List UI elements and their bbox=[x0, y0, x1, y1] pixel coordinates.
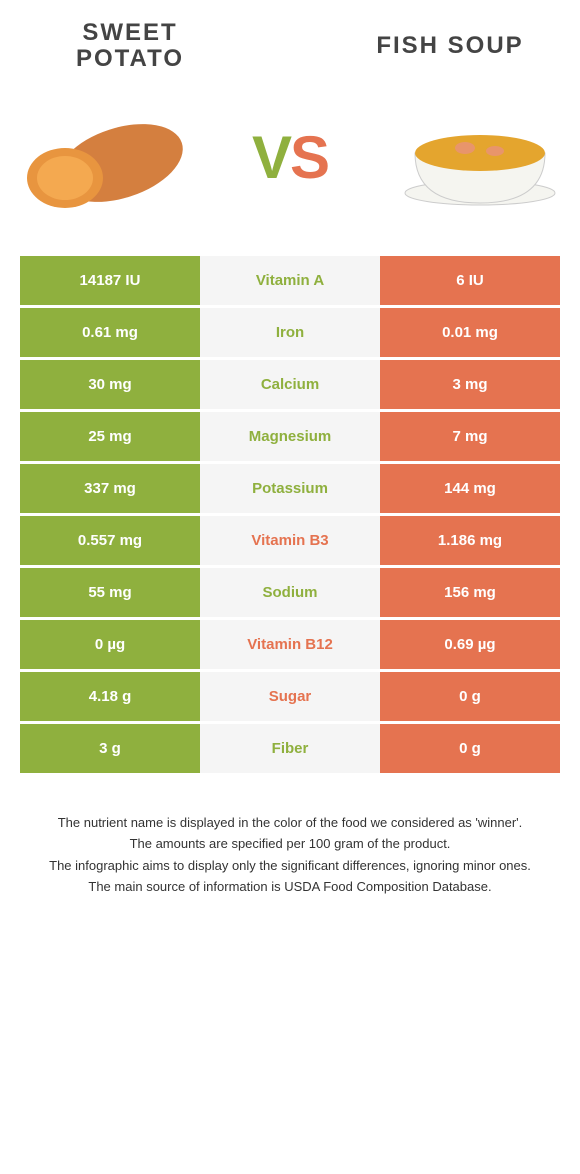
value-right: 156 mg bbox=[380, 565, 560, 617]
table-row: 3 gFiber0 g bbox=[20, 721, 560, 773]
hero-row: VS bbox=[0, 73, 580, 253]
nutrient-name: Sodium bbox=[200, 565, 380, 617]
food-title-left: Sweet potato bbox=[30, 20, 230, 73]
nutrient-name: Potassium bbox=[200, 461, 380, 513]
value-left: 30 mg bbox=[20, 357, 200, 409]
value-left: 55 mg bbox=[20, 565, 200, 617]
value-right: 0.01 mg bbox=[380, 305, 560, 357]
value-right: 0.69 µg bbox=[380, 617, 560, 669]
value-right: 1.186 mg bbox=[380, 513, 560, 565]
value-right: 144 mg bbox=[380, 461, 560, 513]
vs-label: VS bbox=[252, 123, 328, 192]
value-left: 0 µg bbox=[20, 617, 200, 669]
value-right: 3 mg bbox=[380, 357, 560, 409]
table-row: 14187 IUVitamin A6 IU bbox=[20, 253, 560, 305]
value-left: 25 mg bbox=[20, 409, 200, 461]
nutrient-name: Iron bbox=[200, 305, 380, 357]
value-left: 337 mg bbox=[20, 461, 200, 513]
value-left: 0.61 mg bbox=[20, 305, 200, 357]
footer-line: The nutrient name is displayed in the co… bbox=[40, 813, 540, 833]
nutrient-name: Fiber bbox=[200, 721, 380, 773]
table-row: 337 mgPotassium144 mg bbox=[20, 461, 560, 513]
value-left: 14187 IU bbox=[20, 253, 200, 305]
value-right: 0 g bbox=[380, 669, 560, 721]
table-row: 0 µgVitamin B120.69 µg bbox=[20, 617, 560, 669]
vs-letter-v: V bbox=[252, 124, 290, 191]
value-right: 7 mg bbox=[380, 409, 560, 461]
nutrient-name: Calcium bbox=[200, 357, 380, 409]
table-row: 55 mgSodium156 mg bbox=[20, 565, 560, 617]
value-right: 0 g bbox=[380, 721, 560, 773]
value-left: 0.557 mg bbox=[20, 513, 200, 565]
table-row: 0.557 mgVitamin B31.186 mg bbox=[20, 513, 560, 565]
nutrient-comparison-table: 14187 IUVitamin A6 IU0.61 mgIron0.01 mg3… bbox=[20, 253, 560, 773]
footer-line: The main source of information is USDA F… bbox=[40, 877, 540, 897]
nutrient-name: Vitamin B3 bbox=[200, 513, 380, 565]
table-row: 30 mgCalcium3 mg bbox=[20, 357, 560, 409]
vs-letter-s: S bbox=[290, 124, 328, 191]
nutrient-name: Vitamin A bbox=[200, 253, 380, 305]
food-title-right: Fish soup bbox=[350, 33, 550, 59]
nutrient-name: Sugar bbox=[200, 669, 380, 721]
footer-line: The infographic aims to display only the… bbox=[40, 856, 540, 876]
table-row: 4.18 gSugar0 g bbox=[20, 669, 560, 721]
footer-notes: The nutrient name is displayed in the co… bbox=[40, 813, 540, 897]
table-row: 0.61 mgIron0.01 mg bbox=[20, 305, 560, 357]
value-right: 6 IU bbox=[380, 253, 560, 305]
nutrient-name: Magnesium bbox=[200, 409, 380, 461]
value-left: 3 g bbox=[20, 721, 200, 773]
table-row: 25 mgMagnesium7 mg bbox=[20, 409, 560, 461]
sweet-potato-image bbox=[10, 93, 190, 223]
nutrient-name: Vitamin B12 bbox=[200, 617, 380, 669]
footer-line: The amounts are specified per 100 gram o… bbox=[40, 834, 540, 854]
header-titles: Sweet potato Fish soup bbox=[0, 0, 580, 73]
value-left: 4.18 g bbox=[20, 669, 200, 721]
fish-soup-image bbox=[390, 93, 570, 223]
